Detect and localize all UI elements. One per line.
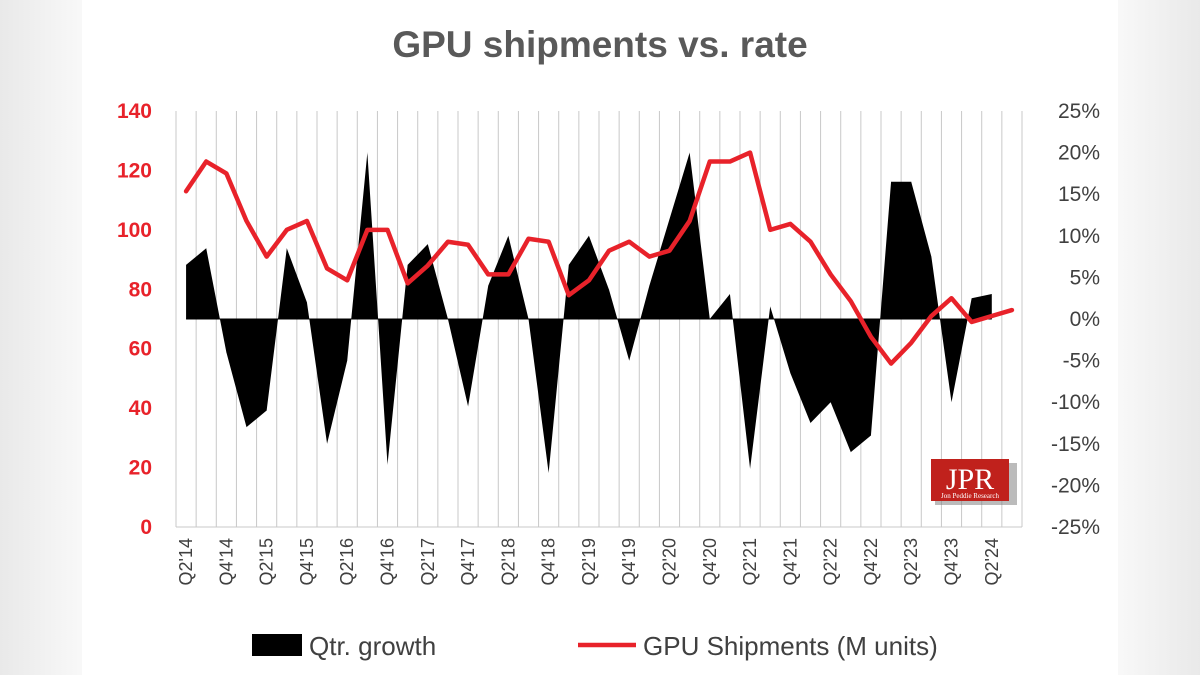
- x-tick-label: Q4'17: [458, 538, 478, 585]
- shipments-line: [183, 150, 1015, 366]
- y-right-tick-label: -15%: [1051, 433, 1100, 456]
- logo-box: [931, 459, 1009, 501]
- x-tick-label: Q4'20: [700, 538, 720, 585]
- chart-title: GPU shipments vs. rate: [392, 24, 808, 65]
- x-tick-label: Q2'19: [579, 538, 599, 585]
- growth-area-series: [185, 152, 992, 474]
- y-left-tick-label: 140: [117, 100, 152, 123]
- x-tick-label: Q4'16: [378, 538, 398, 585]
- legend-label-growth: Qtr. growth: [309, 631, 436, 661]
- y-left-tick-label: 120: [117, 159, 152, 182]
- y-left-tick-label: 0: [140, 516, 152, 539]
- logo-subtext: Jon Peddie Research: [941, 492, 999, 500]
- y-right-tick-label: -10%: [1051, 391, 1100, 414]
- x-tick-label: Q2'16: [337, 538, 357, 585]
- x-tick-label: Q2'15: [257, 538, 277, 585]
- growth-area: [186, 152, 992, 473]
- x-tick-label: Q4'15: [297, 538, 317, 585]
- y-right-tick-label: 15%: [1058, 183, 1100, 206]
- y-right-tick-label: 5%: [1070, 266, 1100, 289]
- y-left-tick-label: 80: [129, 278, 152, 301]
- x-tick-label: Q2'21: [740, 538, 760, 585]
- x-tick-label: Q4'14: [216, 538, 236, 585]
- y-right-tick-label: 10%: [1058, 225, 1100, 248]
- y-left-tick-label: 100: [117, 219, 152, 242]
- x-tick-label: Q4'22: [861, 538, 881, 585]
- x-tick-label: Q2'22: [821, 538, 841, 585]
- y-right-tick-label: 0%: [1070, 308, 1100, 331]
- x-tick-label: Q2'14: [176, 538, 196, 585]
- x-tick-label: Q4'18: [539, 538, 559, 585]
- x-tick-label: Q2'18: [498, 538, 518, 585]
- x-tick-label: Q2'17: [418, 538, 438, 585]
- x-tick-label: Q2'23: [901, 538, 921, 585]
- x-tick-label: Q2'20: [660, 538, 680, 585]
- legend-label-shipments: GPU Shipments (M units): [643, 631, 938, 661]
- legend: Qtr. growth GPU Shipments (M units): [252, 631, 938, 661]
- y-right-tick-label: 20%: [1058, 142, 1100, 165]
- shipments-line-series: [183, 150, 1015, 366]
- y-right-tick-label: -5%: [1063, 350, 1100, 373]
- x-tick-label: Q4'19: [619, 538, 639, 585]
- logo-text: JPR: [946, 463, 994, 496]
- y-left-tick-label: 60: [129, 338, 152, 361]
- x-tick-label: Q4'21: [780, 538, 800, 585]
- legend-swatch-growth: [252, 634, 302, 656]
- y-left-tick-label: 20: [129, 457, 152, 480]
- y-right-tick-label: 25%: [1058, 100, 1100, 123]
- x-tick-label: Q2'24: [982, 538, 1002, 585]
- axes: 0 20 40 60 80 100 120 140 -25% -20% -15% -10% -5% 0% 5…: [117, 100, 1100, 585]
- y-right-tick-label: -20%: [1051, 474, 1100, 497]
- x-tick-label: Q4'23: [942, 538, 962, 585]
- y-left-tick-label: 40: [129, 397, 152, 420]
- y-right-tick-label: -25%: [1051, 516, 1100, 539]
